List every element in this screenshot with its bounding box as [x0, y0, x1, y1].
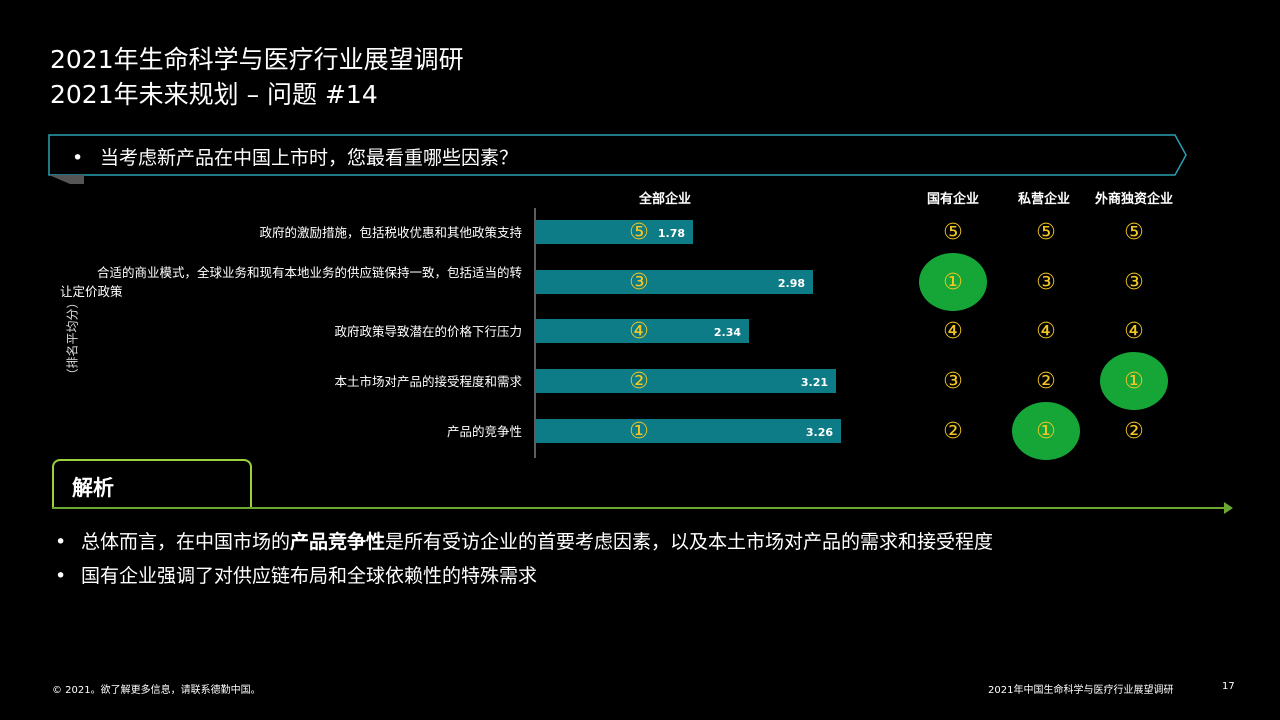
rank-value: ①	[943, 269, 963, 295]
category-label-line: 政府政策导致潜在的价格下行压力	[334, 323, 522, 339]
bullet-text: 国有企业强调了对供应链布局和全球依赖性的特殊需求	[81, 565, 538, 587]
rank-private-3: ④	[1011, 301, 1081, 361]
rank-soe-4: ③	[918, 351, 988, 411]
bar-3	[535, 319, 749, 343]
column-header-soe: 国有企业	[926, 192, 979, 207]
rank-foreign-1: ⑤	[1099, 202, 1169, 262]
rank-value: ②	[1036, 368, 1056, 394]
rank-highlight	[1100, 352, 1168, 410]
category-label-line: 合适的商业模式，全球业务和现有本地业务的供应链保持一致，包括适当的转	[96, 265, 522, 280]
bullet-text-bold: 产品竞争性	[290, 531, 386, 553]
analysis-bullet-2: • 国有企业强调了对供应链布局和全球依赖性的特殊需求	[55, 561, 537, 588]
analysis-bullet-1: • 总体而言，在中国市场的产品竞争性是所有受访企业的首要考虑因素，以及本土市场对产…	[55, 527, 993, 554]
rank-soe-1: ⑤	[918, 202, 988, 262]
question-banner	[48, 134, 1187, 184]
rank-value: ⑤	[1036, 219, 1056, 245]
page-number: 17	[1222, 681, 1235, 692]
question-label: 当考虑新产品在中国上市时，您最看重哪些因素？	[100, 147, 519, 169]
question-bullet: •	[72, 147, 84, 169]
rank-value: ②	[943, 418, 963, 444]
category-label: 政府政策导致潜在的价格下行压力	[52, 322, 522, 341]
rank-all-2: ③	[604, 252, 674, 312]
column-header-foreign: 外商独资企业	[1094, 192, 1173, 207]
bar-value-label: 3.26	[806, 426, 833, 439]
rank-all-4: ②	[604, 351, 674, 411]
rank-private-4: ②	[1011, 351, 1081, 411]
category-label: 合适的商业模式，全球业务和现有本地业务的供应链保持一致，包括适当的转让定价政策	[52, 263, 522, 301]
category-label-line: 产品的竞争性	[446, 423, 522, 439]
rank-value: ①	[629, 418, 649, 444]
rank-value: ③	[943, 368, 963, 394]
rank-private-5: ①	[1011, 401, 1081, 461]
footer-report-title: 2021年中国生命科学与医疗行业展望调研	[988, 685, 1174, 696]
rank-value: ④	[629, 318, 649, 344]
bar-4	[535, 369, 836, 393]
category-label: 政府的激励措施，包括税收优惠和其他政策支持	[52, 223, 522, 242]
footer-copyright: © 2021。欲了解更多信息，请联系德勤中国。	[52, 685, 261, 696]
rank-highlight	[919, 253, 987, 311]
rank-value: ⑤	[629, 219, 649, 245]
rank-private-2: ③	[1011, 252, 1081, 312]
rank-foreign-4: ①	[1099, 351, 1169, 411]
rank-value: ④	[1124, 318, 1144, 344]
bullet-text-pre: 总体而言，在中国市场的	[81, 531, 291, 553]
rank-foreign-5: ②	[1099, 401, 1169, 461]
page-title: 2021年生命科学与医疗行业展望调研	[50, 45, 464, 74]
bar-1	[535, 220, 693, 244]
rank-soe-2: ①	[918, 252, 988, 312]
section-divider	[52, 507, 1226, 509]
rank-foreign-2: ③	[1099, 252, 1169, 312]
bar-5	[535, 419, 841, 443]
category-label-line: 政府的激励措施，包括税收优惠和其他政策支持	[259, 224, 522, 240]
bar-value-label: 3.21	[801, 376, 828, 389]
page-subtitle: 2021年未来规划 – 问题 #14	[50, 80, 378, 109]
rank-value: ③	[1124, 269, 1144, 295]
rank-value: ④	[943, 318, 963, 344]
bar-2	[535, 270, 813, 294]
category-label-line: 本土市场对产品的接受程度和需求	[334, 373, 522, 389]
bullet-dot: •	[55, 565, 67, 587]
rank-value: ③	[1036, 269, 1056, 295]
rank-value: ①	[1036, 418, 1056, 444]
bar-value-label: 2.98	[778, 277, 805, 290]
category-label-line: 让定价政策	[60, 284, 123, 299]
rank-private-1: ⑤	[1011, 202, 1081, 262]
rank-all-5: ①	[604, 401, 674, 461]
rank-soe-3: ④	[918, 301, 988, 361]
column-header-private: 私营企业	[1017, 192, 1070, 207]
rank-value: ④	[1036, 318, 1056, 344]
analysis-label: 解析	[72, 476, 114, 500]
rank-value: ⑤	[1124, 219, 1144, 245]
rank-all-3: ④	[604, 301, 674, 361]
category-label: 产品的竞争性	[52, 422, 522, 441]
analysis-tab	[52, 459, 252, 509]
rank-all-1: ⑤	[604, 202, 674, 262]
column-header-all: 全部企业	[638, 192, 691, 207]
rank-soe-5: ②	[918, 401, 988, 461]
bar-value-label: 1.78	[658, 227, 685, 240]
rank-value: ②	[629, 368, 649, 394]
rank-value: ③	[629, 269, 649, 295]
rank-value: ⑤	[943, 219, 963, 245]
rank-value: ②	[1124, 418, 1144, 444]
bar-value-label: 2.34	[714, 326, 741, 339]
bullet-dot: •	[55, 531, 67, 553]
rank-highlight	[1012, 402, 1080, 460]
category-label: 本土市场对产品的接受程度和需求	[52, 372, 522, 391]
bullet-text-post: 是所有受访企业的首要考虑因素，以及本土市场对产品的需求和接受程度	[385, 531, 994, 553]
rank-value: ①	[1124, 368, 1144, 394]
question-text: • 当考虑新产品在中国上市时，您最看重哪些因素？	[72, 143, 518, 170]
arrow-right-icon	[1224, 502, 1233, 514]
rank-foreign-3: ④	[1099, 301, 1169, 361]
